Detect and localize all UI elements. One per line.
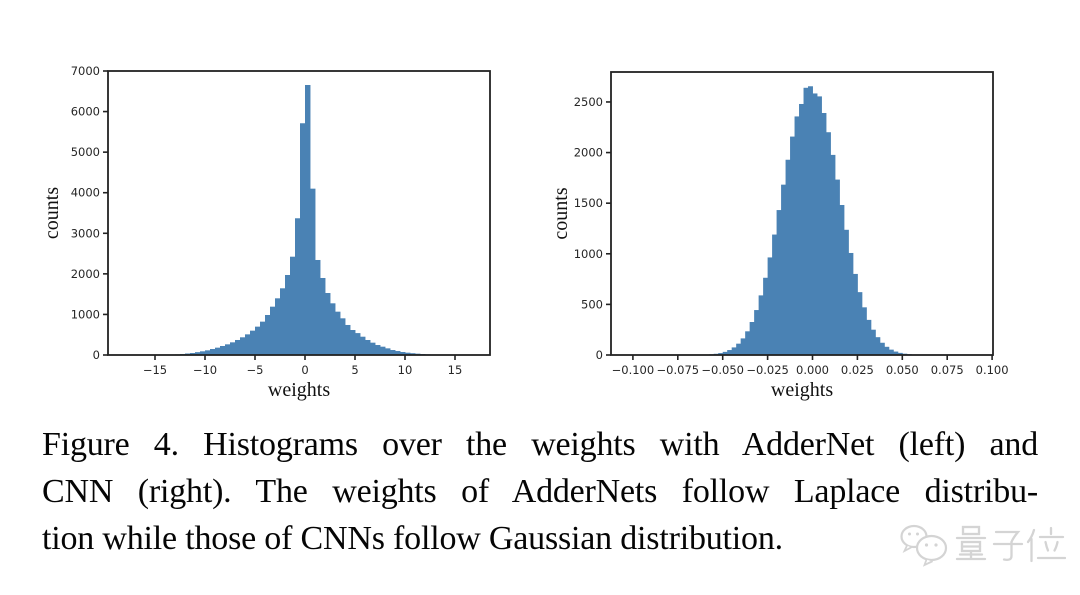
x-tick-label: 0.050 (886, 363, 919, 377)
histogram-bars (682, 86, 935, 356)
cnn-weights-histogram: −0.100 −0.075 −0.050 −0.025 0.000 0.025 0.050 0… (550, 71, 1009, 401)
y-tick-label: 1500 (574, 196, 603, 210)
x-axis-label: weights (771, 379, 833, 401)
y-tick-label: 3000 (71, 226, 100, 240)
x-tick-label: 0.100 (976, 363, 1009, 377)
x-tick-label: −5 (247, 363, 264, 377)
wechat-bubbles-icon (900, 524, 948, 567)
axes-box (107, 70, 491, 356)
figure-caption-line-3: tion while those of CNNs follow Gaussian… (42, 520, 783, 557)
y-tick-label: 2000 (71, 267, 100, 281)
x-tick-label: 0.025 (841, 363, 874, 377)
y-tick-label: 5000 (71, 145, 100, 159)
y-tick-label: 0 (93, 348, 100, 362)
y-tick-label: 6000 (71, 105, 100, 119)
y-tick-label: 0 (596, 348, 603, 362)
x-tick-label: −15 (143, 363, 167, 377)
x-axis-label: weights (268, 379, 330, 401)
histograms-canvas: −15 −10 −5 0 5 10 1501000200030004000500060007… (41, 64, 1009, 401)
addernet-weights-histogram: −15 −10 −5 0 5 10 15 0 1000 2000 3000 4000 5000 6000 7… (41, 64, 491, 401)
x-tick-label: −0.100 (612, 363, 655, 377)
figure-caption-line-1: Figure 4. Histograms over the weights wi… (42, 426, 1038, 463)
y-tick-label: 1000 (574, 247, 603, 261)
x-tick-label: 10 (398, 363, 413, 377)
y-tick-label: 2000 (574, 146, 603, 160)
x-tick-label: −10 (193, 363, 217, 377)
y-axis-label: counts (550, 187, 572, 239)
y-axis-label: counts (41, 187, 63, 239)
y-tick-label: 7000 (71, 64, 100, 78)
figure-4: −15 −10 −5 0 5 10 15 0 1000 2000 3000 4000 5000 6000 7… (41, 64, 1009, 401)
qbitai-watermark: 量子位 (898, 520, 1068, 570)
x-tick-label: 5 (351, 363, 358, 377)
x-tick-label: 0.000 (796, 363, 829, 377)
x-tick-label: −0.075 (657, 363, 700, 377)
y-tick-label: 500 (581, 297, 603, 311)
x-tick-label: 0 (301, 363, 308, 377)
figure-caption: Figure 4. Histograms over the weights wi… (42, 421, 1038, 562)
figure-caption-line-2: CNN (right). The weights of AdderNets fo… (42, 473, 1038, 510)
x-tick-label: 0.075 (931, 363, 964, 377)
y-tick-label: 2500 (574, 95, 603, 109)
x-tick-label: 15 (448, 363, 463, 377)
histogram-bars (170, 84, 441, 356)
y-tick-label: 1000 (71, 307, 100, 321)
watermark-cjk-glyphs (955, 525, 1066, 563)
axes-box (610, 71, 994, 356)
x-tick-label: −0.050 (701, 363, 744, 377)
y-tick-label: 4000 (71, 186, 100, 200)
x-tick-label: −0.025 (746, 363, 789, 377)
